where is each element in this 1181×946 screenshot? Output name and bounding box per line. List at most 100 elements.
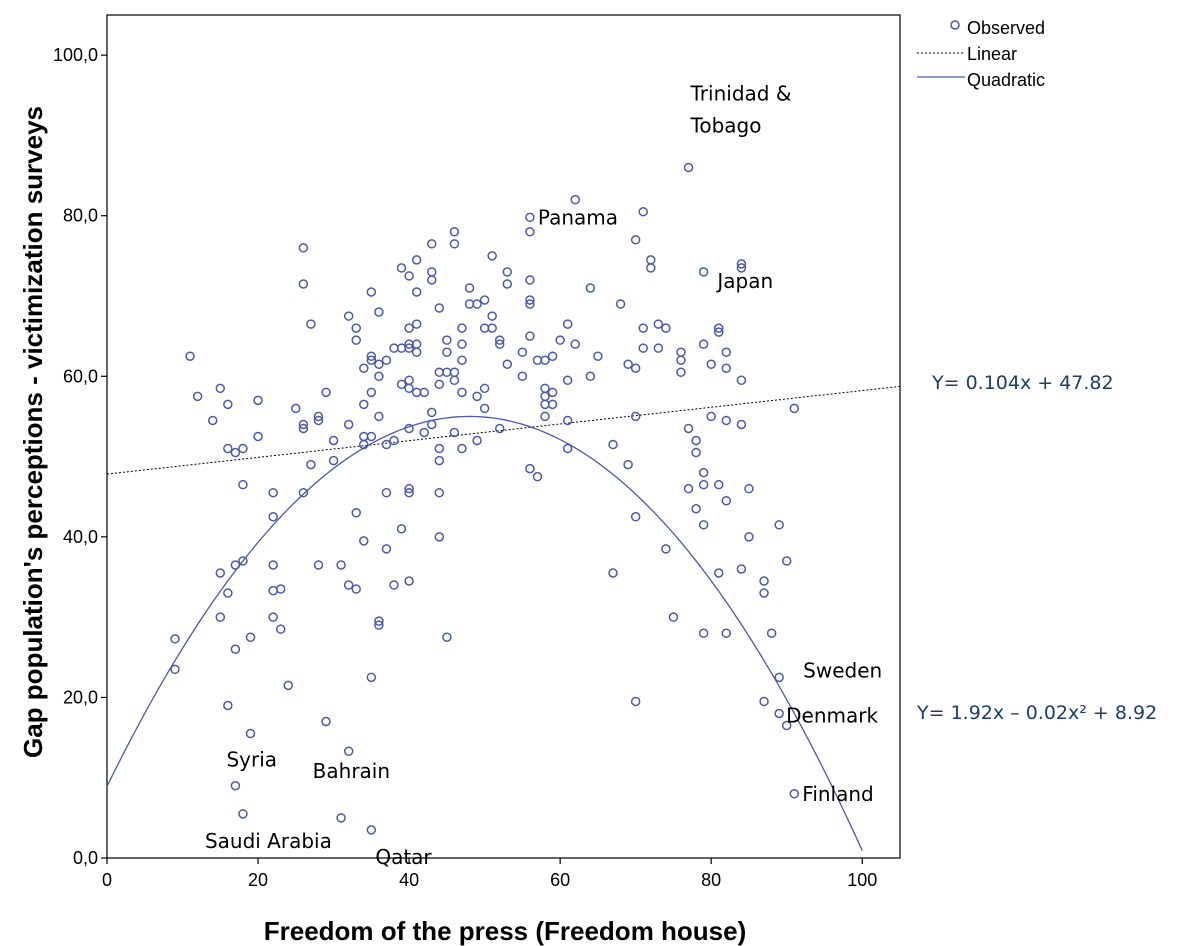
data-point — [275, 624, 286, 634]
x-tick-label: 80 — [701, 870, 721, 890]
data-point — [313, 560, 324, 570]
data-point — [676, 355, 686, 365]
data-point — [306, 319, 316, 329]
data-point — [366, 825, 377, 835]
data-point — [525, 299, 535, 309]
x-tick-label: 40 — [399, 870, 419, 890]
data-point — [691, 504, 701, 514]
data-point — [298, 487, 309, 498]
data-point — [223, 588, 233, 598]
data-point — [525, 331, 535, 341]
annotation-label: Trinidad & — [690, 82, 792, 106]
y-tick-label: 40,0 — [63, 527, 98, 547]
data-point — [789, 403, 800, 414]
data-point — [570, 194, 580, 205]
data-point — [411, 319, 422, 329]
data-point — [238, 809, 248, 819]
data-point — [396, 524, 407, 534]
data-point — [170, 634, 180, 644]
data-point — [570, 339, 580, 349]
data-point — [268, 560, 278, 570]
data-point — [434, 455, 445, 466]
data-point — [494, 335, 505, 345]
data-point — [472, 435, 482, 446]
annotation-label: Tobago — [690, 114, 762, 138]
data-point — [170, 664, 180, 675]
data-point — [630, 411, 641, 422]
y-axis: 0,0 20,0 40,0 60,0 80,0 100,0 — [53, 45, 107, 868]
data-point — [404, 383, 414, 394]
data-point — [502, 267, 513, 277]
data-point — [789, 789, 800, 799]
data-point — [698, 479, 709, 490]
y-tick-label: 80,0 — [63, 206, 98, 226]
data-point — [366, 672, 377, 683]
data-point — [238, 443, 248, 454]
data-point — [479, 403, 490, 414]
data-point — [404, 483, 414, 494]
data-point — [525, 212, 535, 223]
data-point — [192, 391, 203, 402]
data-point — [404, 576, 414, 586]
data-point — [744, 532, 754, 542]
data-point — [185, 351, 195, 361]
data-point — [298, 279, 309, 289]
data-point — [759, 696, 769, 707]
data-point — [525, 463, 535, 474]
data-point — [374, 411, 384, 422]
data-point — [336, 560, 346, 570]
data-point — [713, 323, 724, 333]
observed-points — [170, 162, 800, 835]
data-point — [736, 263, 747, 273]
data-point — [540, 411, 550, 422]
data-point — [230, 447, 241, 458]
data-point — [630, 363, 641, 374]
data-point — [366, 431, 377, 442]
annotation-label: Syria — [226, 748, 277, 772]
data-point — [223, 399, 233, 410]
data-point — [487, 311, 497, 321]
data-point — [343, 580, 354, 590]
data-point — [638, 343, 648, 353]
data-point — [736, 375, 747, 386]
data-point — [744, 483, 754, 494]
data-point — [736, 419, 747, 430]
data-point — [336, 813, 346, 823]
data-point — [427, 407, 437, 418]
data-point — [646, 263, 656, 273]
data-point — [366, 387, 377, 398]
data-point — [562, 415, 573, 426]
data-point — [283, 680, 294, 691]
annotation-label: Finland — [802, 782, 873, 806]
data-point — [721, 363, 732, 374]
data-point — [774, 520, 784, 530]
data-point — [434, 443, 445, 454]
legend: Observed Linear Quadratic — [917, 18, 1045, 90]
data-point — [404, 487, 414, 498]
data-point — [419, 387, 429, 398]
data-point — [313, 415, 324, 426]
data-point — [427, 419, 437, 430]
x-tick-label: 60 — [550, 870, 570, 890]
data-point — [517, 347, 528, 357]
data-point — [381, 487, 392, 498]
data-point — [562, 319, 573, 329]
data-point — [449, 239, 460, 249]
data-point — [253, 395, 263, 406]
data-point — [562, 443, 573, 454]
data-point — [298, 243, 309, 253]
data-point — [411, 347, 422, 357]
data-point — [223, 443, 233, 454]
data-point — [706, 411, 716, 422]
data-point — [623, 359, 633, 369]
data-point — [472, 391, 482, 402]
fit-lines — [106, 385, 901, 851]
data-point — [343, 419, 354, 430]
data-point — [215, 383, 226, 394]
data-point — [230, 780, 241, 791]
data-point — [321, 387, 331, 398]
data-point — [698, 467, 709, 478]
data-point — [547, 387, 558, 398]
legend-observed-label: Observed — [967, 18, 1045, 38]
data-point — [389, 580, 399, 590]
